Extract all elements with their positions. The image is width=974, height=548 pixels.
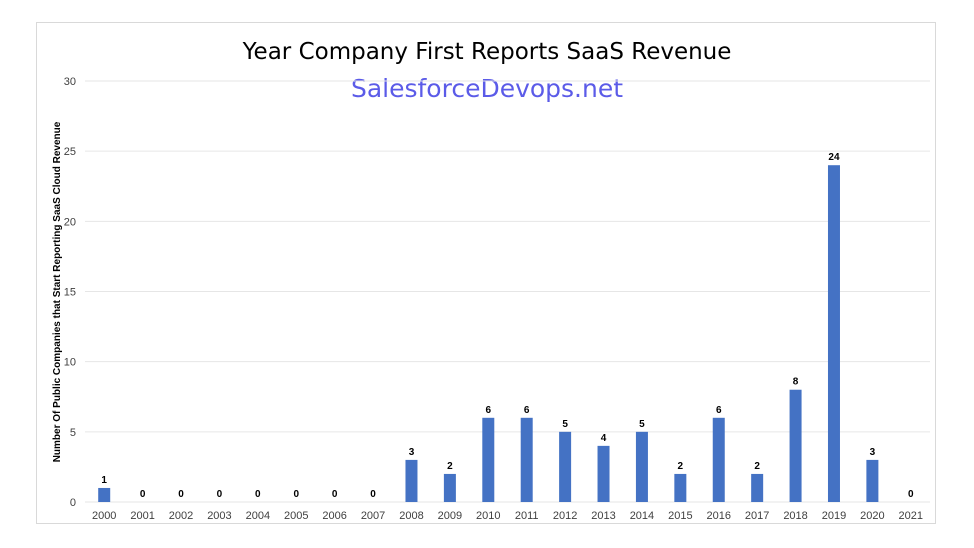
x-tick-label: 2006 [322, 510, 346, 522]
x-tick-label: 2009 [438, 510, 462, 522]
x-tick-label: 2016 [707, 510, 731, 522]
x-tick-label: 2007 [361, 510, 385, 522]
data-label: 0 [370, 489, 376, 500]
bar [789, 389, 802, 502]
bar [520, 417, 533, 502]
bar [482, 417, 495, 502]
data-label: 0 [332, 489, 338, 500]
bar [559, 431, 572, 502]
data-label: 3 [870, 447, 876, 458]
x-tick-label: 2013 [591, 510, 615, 522]
data-label: 6 [486, 405, 492, 416]
x-tick-label: 2000 [92, 510, 116, 522]
bar [635, 431, 648, 502]
x-tick-label: 2011 [515, 510, 539, 522]
y-tick-label: 25 [64, 146, 76, 158]
data-label: 8 [793, 377, 799, 388]
data-label: 6 [524, 405, 530, 416]
data-label: 5 [562, 419, 568, 430]
x-tick-label: 2012 [553, 510, 577, 522]
y-tick-label: 15 [64, 287, 76, 299]
data-label: 3 [409, 447, 415, 458]
bar [827, 165, 840, 502]
x-tick-label: 2004 [246, 510, 270, 522]
data-label: 0 [178, 489, 184, 500]
bars [98, 165, 879, 502]
data-label: 0 [293, 489, 299, 500]
data-label: 6 [716, 405, 722, 416]
bar [674, 473, 687, 502]
y-axis-label: Number Of Public Companies that Start Re… [52, 121, 63, 462]
x-tick-label: 2002 [169, 510, 193, 522]
y-tick-label: 0 [70, 497, 76, 509]
chart-subtitle: SalesforceDevops.net [351, 74, 623, 103]
bar [443, 473, 456, 502]
bar [98, 487, 111, 502]
x-tick-label: 2020 [860, 510, 884, 522]
data-label: 0 [140, 489, 146, 500]
grid-lines [85, 80, 930, 503]
data-label: 2 [678, 461, 684, 472]
y-tick-labels: 0 5 10 15 20 25 30 [64, 76, 76, 509]
y-tick-label: 20 [64, 216, 76, 228]
x-tick-label: 2021 [899, 510, 923, 522]
bar [405, 459, 418, 502]
x-tick-labels: 2000 2001 2002 2003 2004 2005 2006 2007 2008 2009… [92, 510, 923, 522]
x-tick-label: 2017 [745, 510, 769, 522]
data-label: 4 [601, 433, 607, 444]
y-tick-label: 5 [70, 427, 76, 439]
chart-title: Year Company First Reports SaaS Revenue [242, 39, 732, 65]
data-label: 24 [828, 152, 840, 163]
x-tick-label: 2010 [476, 510, 500, 522]
bar [866, 459, 879, 502]
data-label: 5 [639, 419, 645, 430]
x-tick-label: 2018 [783, 510, 807, 522]
x-tick-label: 2003 [207, 510, 231, 522]
data-labels: 1 0 0 0 0 0 0 0 3 2 6 6 5 4 5 2 6 2 8 24 3 0 [101, 152, 914, 500]
data-label: 0 [255, 489, 261, 500]
bar [751, 473, 764, 502]
x-tick-label: 2019 [822, 510, 846, 522]
y-tick-label: 30 [64, 76, 76, 88]
data-label: 2 [447, 461, 453, 472]
x-tick-label: 2005 [284, 510, 308, 522]
x-tick-label: 2008 [399, 510, 423, 522]
data-label: 0 [217, 489, 223, 500]
data-label: 0 [908, 489, 914, 500]
x-tick-label: 2014 [630, 510, 654, 522]
x-tick-label: 2015 [668, 510, 692, 522]
bar [712, 417, 725, 502]
data-label: 1 [101, 475, 107, 486]
x-tick-label: 2001 [130, 510, 154, 522]
data-label: 2 [754, 461, 760, 472]
y-tick-label: 10 [64, 357, 76, 369]
bar [597, 445, 610, 502]
